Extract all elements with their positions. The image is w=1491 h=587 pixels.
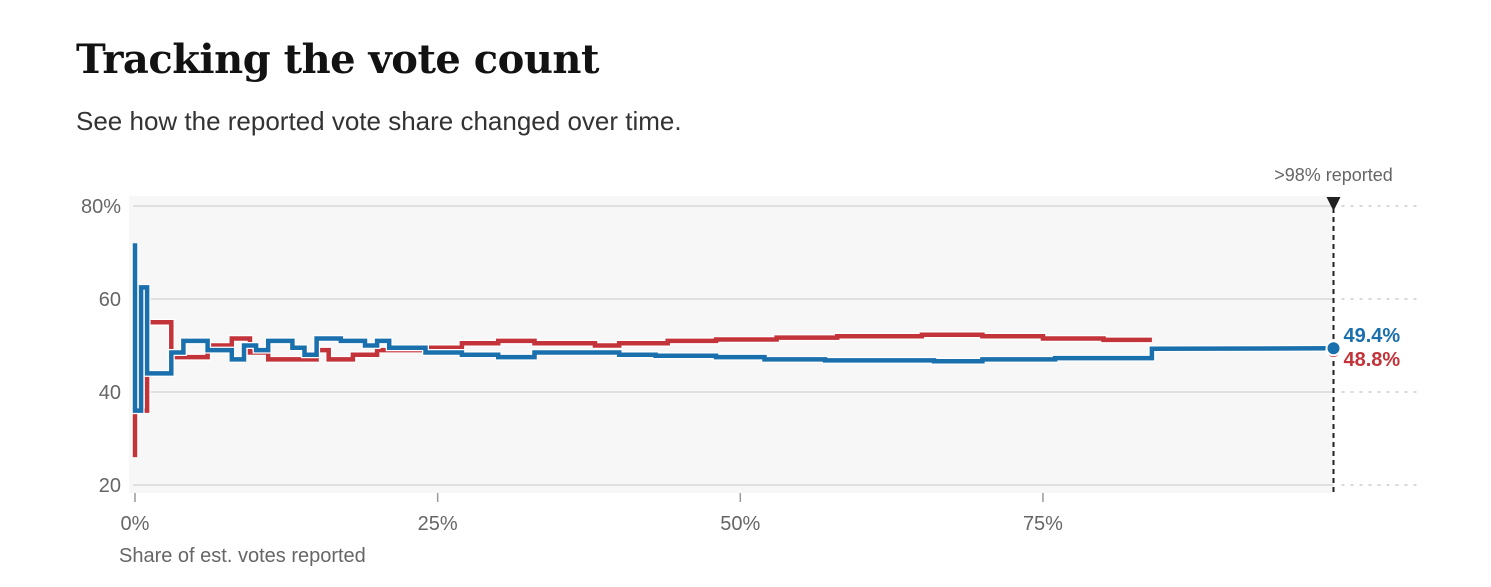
x-tick-label: 0% xyxy=(121,513,150,535)
y-tick-label: 40 xyxy=(99,382,121,404)
x-axis-title: Share of est. votes reported xyxy=(119,545,366,567)
x-tick-label: 75% xyxy=(1023,513,1063,535)
x-tick-label: 25% xyxy=(418,513,458,535)
y-tick-label: 80% xyxy=(81,196,121,218)
y-axis: 20 40 60 80% xyxy=(81,196,121,497)
reported-marker: >98% reported 49.4%48.8% xyxy=(1274,165,1400,492)
plot-background xyxy=(129,196,1334,493)
series-end-label: 48.8% xyxy=(1344,349,1401,371)
series-line xyxy=(132,243,1334,413)
reported-label: >98% reported xyxy=(1274,165,1393,185)
series-line xyxy=(132,320,1152,458)
reported-triangle-icon xyxy=(1326,197,1341,211)
y-tick-label: 20 xyxy=(99,475,121,497)
y-tick-label: 60 xyxy=(99,289,121,311)
gridlines xyxy=(133,205,1421,486)
page-title: Tracking the vote count xyxy=(76,36,599,83)
series-end-label: 49.4% xyxy=(1344,325,1401,347)
series-lines xyxy=(131,243,1334,458)
x-axis: 0% 25% 50% 75% xyxy=(121,493,1063,535)
x-tick-label: 50% xyxy=(720,513,760,535)
series-end-dot xyxy=(1325,340,1342,357)
page-subtitle: See how the reported vote share changed … xyxy=(76,106,682,136)
